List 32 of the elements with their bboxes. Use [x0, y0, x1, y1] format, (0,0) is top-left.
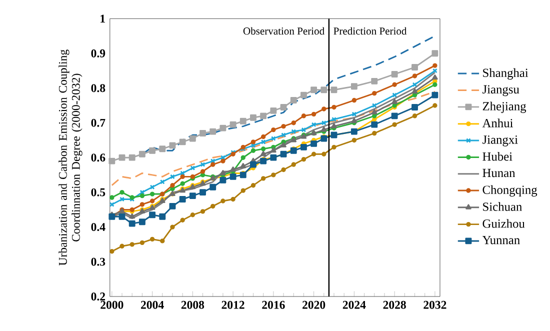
x-tick-label: 2028: [383, 300, 406, 309]
x-tick-label: 2032: [424, 300, 446, 309]
x-tick-label: 2008: [181, 300, 204, 309]
legend-label: Jiangxi: [482, 136, 518, 146]
x-tick-label: 2012: [222, 300, 244, 309]
y-tick-label: 0.3: [91, 258, 106, 266]
y-axis-title: Urbanization and Carbon Emission Coupling Coordinnation Degree (2000-2032): [58, 50, 82, 266]
legend-label: Guizhou: [482, 219, 525, 228]
y-tick-label: 0.9: [91, 49, 106, 58]
y-tick-label: 0.4: [91, 223, 106, 232]
y-tick-label: 0.7: [91, 118, 106, 127]
x-tick-label: 2024: [342, 300, 366, 309]
y-tick-label: 0.8: [91, 84, 106, 92]
x-tick-label: 2000: [100, 300, 124, 309]
legend-label: Sichuan: [483, 202, 522, 211]
legend-label: Jiangsu: [482, 85, 520, 96]
annotation: Observation Period: [243, 27, 324, 35]
x-tick-label: 2004: [141, 300, 164, 309]
y-tick-label: 0.2: [91, 292, 106, 301]
legend-label: Shanghai: [483, 68, 528, 80]
y-tick-label: 0.6: [91, 154, 106, 162]
y-tick-label: 0.5: [91, 188, 106, 196]
legend-label: Yunnan: [482, 236, 520, 244]
legend-label: Hubei: [482, 152, 512, 161]
legend-label: Chongqing: [482, 185, 538, 197]
legend-label: Hunan: [482, 168, 516, 178]
legend-label: Anhui: [482, 118, 513, 128]
x-tick-label: 2016: [262, 300, 285, 309]
annotation: Prediction Period: [334, 27, 407, 35]
x-tick-label: 2020: [302, 300, 326, 309]
legend-label: Zhejiang: [482, 102, 526, 113]
y-tick-label: 1: [100, 14, 105, 23]
